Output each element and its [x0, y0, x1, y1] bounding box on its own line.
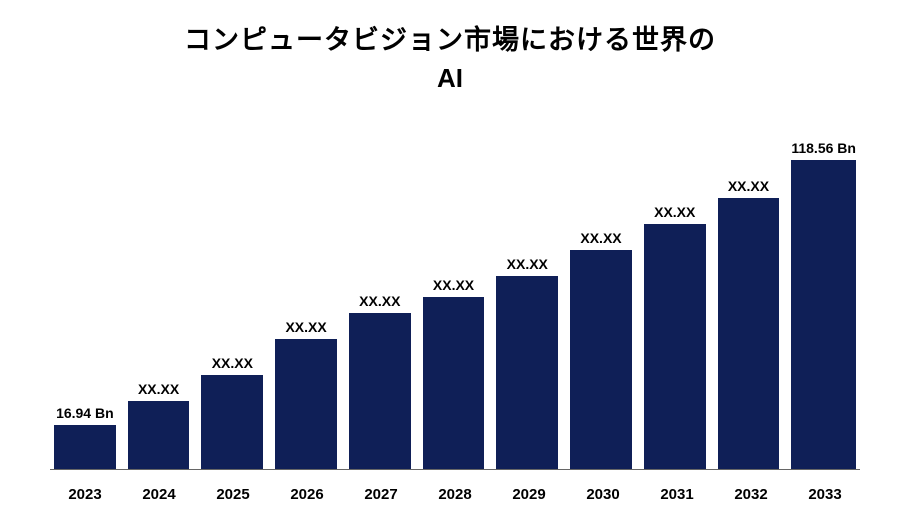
x-axis-label: 2028	[424, 486, 486, 503]
bar-column: XX.XX	[349, 130, 411, 469]
bar	[496, 276, 558, 469]
x-axis-label: 2029	[498, 486, 560, 503]
x-axis-label: 2030	[572, 486, 634, 503]
bar-value-label: 118.56 Bn	[791, 140, 856, 156]
bar-value-label: XX.XX	[507, 256, 548, 272]
x-axis-label: 2023	[54, 486, 116, 503]
bar	[275, 339, 337, 469]
x-axis-label: 2032	[720, 486, 782, 503]
bar-column: XX.XX	[275, 130, 337, 469]
chart-title-line2: AI	[0, 63, 900, 94]
bar-column: XX.XX	[201, 130, 263, 469]
bar-container: 16.94 Bn XX.XX XX.XX XX.XX XX.XX XX.XX XX.XX XX…	[50, 130, 860, 470]
bar	[718, 198, 780, 469]
x-axis-label: 2027	[350, 486, 412, 503]
bar	[201, 375, 263, 469]
chart-title-block: コンピュータビジョン市場における世界の AI	[0, 0, 900, 94]
bar-value-label: XX.XX	[728, 178, 769, 194]
x-axis-label: 2025	[202, 486, 264, 503]
x-axis-labels: 2023 2024 2025 2026 2027 2028 2029 2030 2031 2032…	[50, 486, 860, 503]
bar-value-label: XX.XX	[359, 293, 400, 309]
bar-value-label: XX.XX	[138, 381, 179, 397]
bar	[423, 297, 485, 469]
x-axis-label: 2024	[128, 486, 190, 503]
bar-value-label: XX.XX	[212, 355, 253, 371]
bar-value-label: XX.XX	[433, 277, 474, 293]
bar-column: 16.94 Bn	[54, 130, 116, 469]
bar-value-label: 16.94 Bn	[56, 405, 114, 421]
bar-value-label: XX.XX	[580, 230, 621, 246]
chart-plot-area: 16.94 Bn XX.XX XX.XX XX.XX XX.XX XX.XX XX.XX XX…	[50, 130, 860, 470]
bar	[644, 224, 706, 469]
bar	[570, 250, 632, 469]
bar-column: XX.XX	[423, 130, 485, 469]
x-axis-label: 2026	[276, 486, 338, 503]
chart-title-line1: コンピュータビジョン市場における世界の	[0, 18, 900, 57]
x-axis-label: 2033	[794, 486, 856, 503]
bar-value-label: XX.XX	[654, 204, 695, 220]
bar-column: XX.XX	[644, 130, 706, 469]
x-axis-label: 2031	[646, 486, 708, 503]
bar-column: XX.XX	[128, 130, 190, 469]
bar	[54, 425, 116, 469]
bar-column: XX.XX	[496, 130, 558, 469]
bar	[128, 401, 190, 469]
bar-column: XX.XX	[718, 130, 780, 469]
bar	[349, 313, 411, 469]
bar-column: 118.56 Bn	[791, 130, 856, 469]
bar-value-label: XX.XX	[285, 319, 326, 335]
bar	[791, 160, 856, 469]
bar-column: XX.XX	[570, 130, 632, 469]
